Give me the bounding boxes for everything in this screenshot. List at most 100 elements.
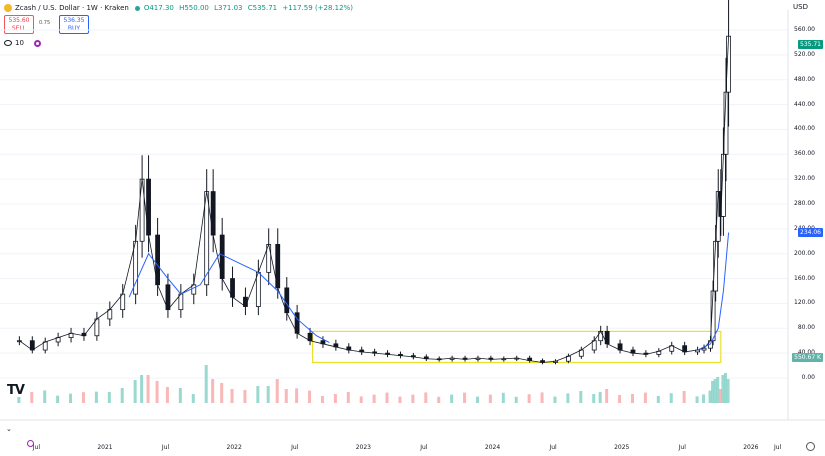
volume-bar xyxy=(579,391,583,403)
volume-bar xyxy=(120,388,124,403)
time-tick-label: Jul xyxy=(678,444,686,451)
volume-bar xyxy=(501,392,505,403)
price-tick-label: 400.00 xyxy=(794,125,815,133)
volume-bar xyxy=(333,394,337,403)
volume-bar xyxy=(256,386,260,403)
volume-bar xyxy=(266,386,270,403)
volume-bar xyxy=(94,391,98,403)
candle-body xyxy=(94,318,100,337)
tradingview-logo: TV xyxy=(7,383,25,398)
symbol-title[interactable]: Zcash / U.S. Dollar · 1W · Kraken xyxy=(15,4,129,12)
volume-bar xyxy=(191,394,195,403)
volume-bar xyxy=(346,392,350,403)
volume-bar xyxy=(605,389,609,403)
volume-bar xyxy=(178,388,182,403)
volume-bar xyxy=(553,396,557,403)
volume-bar xyxy=(721,375,725,403)
close-value: C535.71 xyxy=(247,4,278,12)
price-tick-label: 80.00 xyxy=(797,324,815,332)
time-tick-label: Jul xyxy=(291,444,299,451)
moving-average-line xyxy=(697,232,730,351)
sell-label: SELL xyxy=(11,25,27,32)
time-tick-label: 2025 xyxy=(614,444,630,451)
volume-bar xyxy=(716,377,720,403)
open-value: O417.30 xyxy=(143,4,174,12)
price-tick-label: 160.00 xyxy=(794,274,815,282)
indicator-row[interactable]: 10 xyxy=(4,39,41,47)
volume-bar xyxy=(682,391,686,403)
goto-date-icon[interactable] xyxy=(27,440,34,447)
volume-bar xyxy=(514,396,518,403)
volume-bar xyxy=(598,392,602,403)
volume-bar xyxy=(726,379,730,403)
volume-bar xyxy=(284,389,288,403)
time-tick-label: 2021 xyxy=(97,444,113,451)
currency-label[interactable]: USD xyxy=(793,3,808,11)
volume-bar xyxy=(155,381,159,403)
price-tick-label: 320.00 xyxy=(794,175,815,183)
volume-bar xyxy=(669,393,673,403)
volume-bar xyxy=(643,392,647,403)
volume-bar xyxy=(723,373,727,403)
change-value: +117.59 (+28.12%) xyxy=(282,4,353,12)
volume-bar xyxy=(211,379,215,403)
buy-price: 536.35 xyxy=(63,17,85,24)
volume-bar xyxy=(618,395,622,403)
volume-bar xyxy=(320,396,324,403)
volume-bar xyxy=(398,396,402,403)
volume-bar xyxy=(463,392,467,403)
price-tick-label: 560.00 xyxy=(794,26,815,33)
time-tick-label: Jul xyxy=(420,444,428,451)
candle-body xyxy=(255,271,261,307)
volume-bar xyxy=(702,394,706,403)
moving-average-line xyxy=(128,252,330,344)
price-tick-label: 40.00 xyxy=(798,349,815,356)
volume-bar xyxy=(718,389,722,403)
time-tick-label: 2022 xyxy=(226,444,242,451)
time-tick-label: Jul xyxy=(549,444,557,451)
buy-label: BUY xyxy=(67,25,81,32)
ohlc-values: O417.30 H550.00 L371.03 C535.71 +117.59 … xyxy=(144,4,356,12)
price-tick-label: 520.00 xyxy=(794,50,815,58)
time-tick-label: Jul xyxy=(774,444,782,451)
volume-bar xyxy=(220,383,224,403)
low-value: L371.03 xyxy=(214,4,243,12)
sell-price: 535.60 xyxy=(8,17,30,24)
top-bar: Zcash / U.S. Dollar · 1W · Kraken O417.3… xyxy=(0,0,825,16)
volume-bar xyxy=(43,390,47,403)
volume-bar xyxy=(146,375,150,403)
volume-bar xyxy=(540,392,544,403)
indicator-settings-icon[interactable] xyxy=(33,39,41,47)
volume-bar xyxy=(385,392,389,403)
sell-button[interactable]: 535.60 SELL xyxy=(4,15,34,34)
chart-settings-icon[interactable] xyxy=(806,442,815,451)
volume-bar xyxy=(17,397,21,403)
volume-value-tag: 550.67 K xyxy=(792,353,823,362)
buy-button[interactable]: 536.35 BUY xyxy=(59,15,89,34)
candle-body xyxy=(146,178,151,236)
volume-bar xyxy=(708,390,712,403)
volume-bar xyxy=(140,375,144,403)
volume-bar xyxy=(133,380,137,403)
volume-bar xyxy=(230,389,234,403)
spread-value: 0.75 xyxy=(39,20,51,26)
volume-bar xyxy=(713,379,717,403)
price-tick-label: 440.00 xyxy=(794,100,815,108)
volume-bar xyxy=(475,396,479,403)
time-tick-label: 2023 xyxy=(355,444,371,451)
eye-icon[interactable] xyxy=(4,40,12,46)
volume-bar xyxy=(372,394,376,403)
volume-bar xyxy=(424,392,428,403)
time-tick-label: Jul xyxy=(161,444,170,451)
volume-bar xyxy=(204,365,208,403)
price-tick-label: 0.00 xyxy=(801,374,815,381)
volume-bar xyxy=(695,396,699,403)
market-status-icon xyxy=(134,5,140,11)
price-tick-label: 280.00 xyxy=(794,200,815,207)
time-tick-label: 2026 xyxy=(743,444,759,451)
indicator-label: 10 xyxy=(15,39,24,47)
volume-bar xyxy=(488,394,492,403)
bottom-tools-icon[interactable]: ⌄ xyxy=(6,425,12,433)
price-tick-label: 120.00 xyxy=(794,299,815,307)
